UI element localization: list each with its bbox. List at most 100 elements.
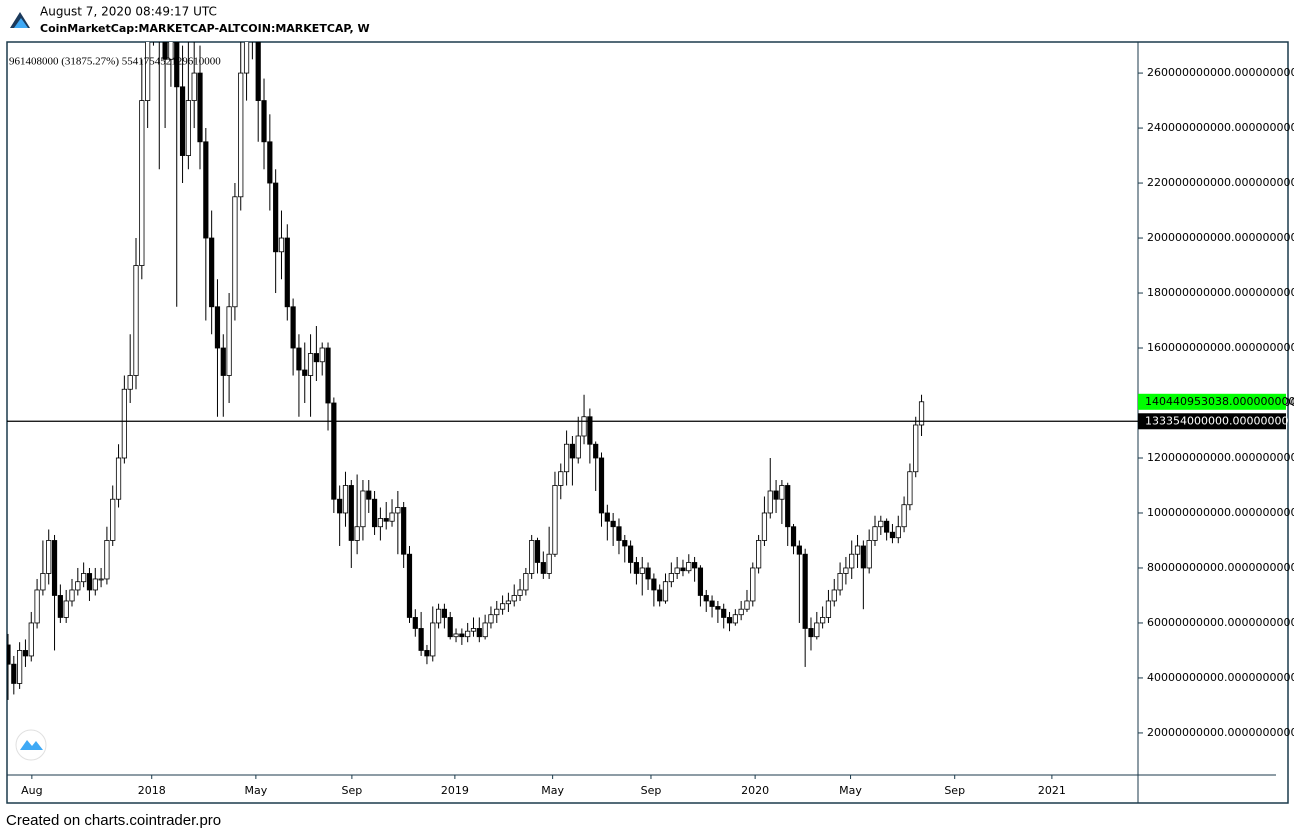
- candle-body: [133, 265, 139, 376]
- candle-body: [267, 141, 273, 184]
- candle-body: [517, 589, 523, 596]
- candle-body: [773, 490, 779, 500]
- symbol: CoinMarketCap:MARKETCAP-ALTCOIN:MARKETCA…: [40, 22, 370, 35]
- candle-body: [895, 526, 901, 539]
- candle-body: [75, 581, 81, 591]
- legend-text: 961408000 (31875.27%) 554175452129610000: [9, 56, 221, 68]
- candle-body: [203, 141, 209, 239]
- candle-body: [639, 567, 645, 574]
- candle-body: [430, 622, 436, 657]
- candle-body: [447, 617, 453, 638]
- candle-body: [738, 608, 744, 616]
- x-tick-label: May: [244, 784, 267, 797]
- candle-body: [540, 562, 546, 574]
- candle-body: [278, 237, 285, 253]
- candle-body: [494, 608, 500, 616]
- candle-body: [692, 562, 698, 569]
- candle-body: [284, 237, 290, 308]
- candle-body: [214, 306, 221, 349]
- candle-body: [63, 600, 69, 618]
- footer: Created on charts.cointrader.pro: [6, 812, 221, 829]
- candle-body: [209, 237, 215, 308]
- candle-body: [69, 589, 75, 602]
- candle-body: [255, 42, 261, 101]
- candle-body: [657, 589, 663, 602]
- x-tick-label: 2018: [138, 784, 166, 797]
- price-line-label: 133354000000.0000000000: [1145, 414, 1294, 427]
- candle-body: [226, 306, 232, 376]
- candle-body: [348, 485, 354, 541]
- candle-body: [534, 540, 541, 563]
- candle-body: [243, 42, 250, 74]
- candle-body: [726, 617, 733, 624]
- candle-body: [593, 443, 599, 459]
- candle-body: [837, 573, 843, 591]
- candle-body: [889, 531, 896, 539]
- candle-body: [674, 567, 680, 574]
- candle-body: [296, 347, 302, 371]
- candles: [7, 42, 925, 700]
- y-tick-label: 180000000000.0000000000: [1147, 286, 1294, 299]
- candle-body: [820, 617, 826, 624]
- candle-body: [412, 617, 418, 629]
- candle-body: [331, 402, 337, 500]
- candle-body: [756, 540, 762, 569]
- x-tick-label: May: [541, 784, 564, 797]
- candle-body: [907, 471, 913, 506]
- candle-body: [732, 614, 738, 624]
- candle-body: [645, 567, 651, 580]
- y-tick-label: 160000000000.0000000000: [1147, 341, 1294, 354]
- candle-body: [342, 485, 349, 514]
- candle-body: [523, 573, 529, 591]
- candle-body: [779, 485, 785, 500]
- x-tick-label: Sep: [944, 784, 965, 797]
- price-line-label-box: [1138, 413, 1286, 430]
- x-tick-label: Sep: [641, 784, 662, 797]
- candle-body: [825, 600, 832, 618]
- candle-body: [563, 443, 570, 473]
- candle-body: [98, 578, 104, 581]
- candle-body: [622, 540, 628, 547]
- candle-body: [802, 553, 808, 629]
- candle-body: [901, 504, 907, 528]
- candle-body: [511, 595, 517, 602]
- x-tick-label: 2019: [441, 784, 469, 797]
- candle-body: [232, 196, 238, 308]
- y-tick-label: 60000000000.0000000000: [1147, 616, 1294, 629]
- candle-body: [476, 628, 482, 638]
- candle-body: [575, 435, 581, 459]
- candle-body: [482, 622, 488, 638]
- candle-body: [441, 608, 447, 618]
- watermark-logo: [15, 729, 47, 761]
- candle-body: [337, 498, 343, 514]
- x-tick-label: 2020: [741, 784, 769, 797]
- candle-body: [40, 573, 46, 591]
- candle-body: [366, 490, 372, 500]
- candle-body: [680, 567, 686, 572]
- last-price-label-box: [1138, 393, 1286, 410]
- candle-body: [110, 498, 116, 541]
- candle-body: [843, 567, 849, 574]
- candle-body: [569, 443, 576, 459]
- candle-body: [587, 416, 593, 445]
- candle-body: [46, 540, 52, 574]
- candle-body: [814, 622, 820, 638]
- candle-body: [918, 401, 925, 426]
- candle-body: [465, 630, 471, 638]
- y-tick-label: 100000000000.0000000000: [1147, 506, 1294, 519]
- candle-body: [709, 600, 715, 607]
- candle-body: [616, 526, 622, 541]
- candle-body: [273, 182, 279, 253]
- candle-body: [34, 589, 40, 624]
- candle-body: [371, 498, 378, 528]
- candle-body: [168, 42, 174, 60]
- candle-body: [790, 526, 797, 547]
- candle-body: [81, 573, 87, 583]
- candle-body: [913, 424, 919, 473]
- candle-body: [703, 595, 709, 602]
- y-tick-label: 260000000000.0000000000: [1147, 66, 1294, 79]
- candle-body: [488, 614, 494, 624]
- candle-body: [529, 540, 535, 574]
- candle-body: [354, 526, 360, 541]
- logo: [10, 12, 30, 28]
